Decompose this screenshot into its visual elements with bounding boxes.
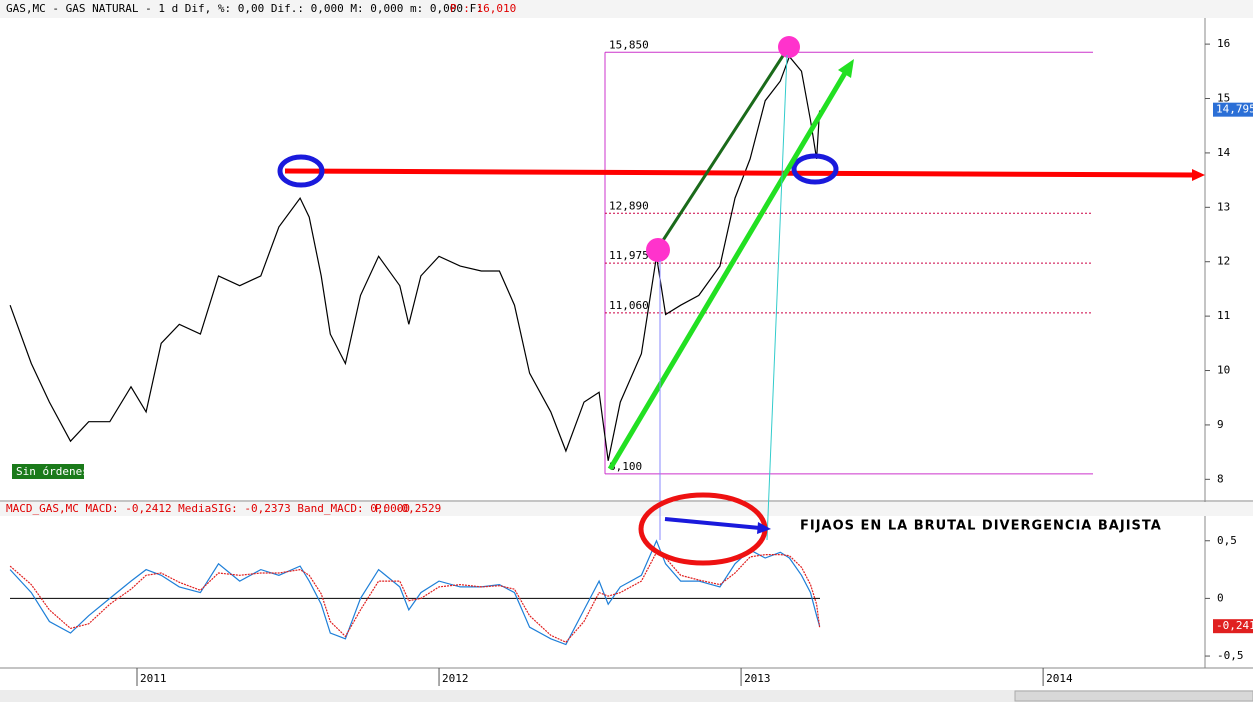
last-value-label: 14,795 xyxy=(1216,103,1253,116)
fib-label: 15,850 xyxy=(609,38,649,51)
annotation-text: FIJAOS EN LA BRUTAL DIVERGENCIA BAJISTA xyxy=(800,519,1162,534)
scrollbar[interactable] xyxy=(0,690,1253,702)
blue-ellipse xyxy=(791,153,839,185)
last-value-box xyxy=(1213,102,1253,117)
price-header-last: P : 16,010 xyxy=(450,2,516,15)
fib-label: 11,975 xyxy=(609,249,649,262)
y-tick-label: 14 xyxy=(1217,146,1231,159)
blue-ellipse xyxy=(277,154,325,188)
series-line xyxy=(9,55,821,461)
y-tick-label: 8 xyxy=(1217,472,1224,485)
y-tick-label: 0,5 xyxy=(1217,534,1237,547)
fib-label: 11,060 xyxy=(609,299,649,312)
red-resistance-line xyxy=(284,168,1196,178)
price-header: GAS,MC - GAS NATURAL - 1 d Dif, %: 0,00 … xyxy=(6,2,483,15)
fib-label: 12,890 xyxy=(609,199,649,212)
fib-label: 8,100 xyxy=(609,460,642,473)
status-text: Sin órdenes xyxy=(16,465,89,478)
y-tick-label: 16 xyxy=(1217,37,1230,50)
x-tick-label: 2013 xyxy=(744,672,771,685)
status-badge xyxy=(12,464,84,479)
y-tick-label: -0,5 xyxy=(1217,649,1244,662)
x-tick-label: 2014 xyxy=(1046,672,1073,685)
series-line xyxy=(9,551,821,643)
macd-header: MACD_GAS,MC MACD: -0,2412 MediaSIG: -0,2… xyxy=(6,502,410,515)
connector-line xyxy=(766,54,788,541)
blue-arrowhead xyxy=(757,522,771,534)
last-value-label: -0,241 xyxy=(1216,619,1253,632)
macd-header-last: P: -0,2529 xyxy=(375,502,441,515)
scrollbar-thumb[interactable] xyxy=(1014,690,1253,702)
header-bar xyxy=(0,0,1253,18)
last-value-box xyxy=(1213,619,1253,634)
green-trend-line xyxy=(607,66,851,471)
red-arrowhead xyxy=(1192,169,1205,181)
y-tick-label: 15 xyxy=(1217,92,1230,105)
y-tick-label: 11 xyxy=(1217,309,1230,322)
magenta-point xyxy=(778,36,800,58)
blue-divergence-line xyxy=(664,517,761,530)
y-tick-label: 12 xyxy=(1217,255,1230,268)
y-tick-label: 9 xyxy=(1217,418,1224,431)
y-tick-label: 0 xyxy=(1217,591,1224,604)
series-line xyxy=(9,539,821,646)
green-arrowhead xyxy=(838,59,854,78)
plot-layer: 8 9 10 11 12 13 14 15 16 15,850 12,890 11,975 11,060… xyxy=(9,37,1253,686)
annotations: FIJAOS EN LA BRUTAL DIVERGENCIA BAJISTA xyxy=(277,36,1205,566)
x-tick-label: 2012 xyxy=(442,672,469,685)
magenta-point xyxy=(646,238,670,262)
x-tick-label: 2011 xyxy=(140,672,167,685)
y-tick-label: 10 xyxy=(1217,364,1230,377)
y-tick-label: 13 xyxy=(1217,200,1230,213)
dark-green-line xyxy=(658,47,790,246)
macd-header-bar xyxy=(0,502,1253,516)
